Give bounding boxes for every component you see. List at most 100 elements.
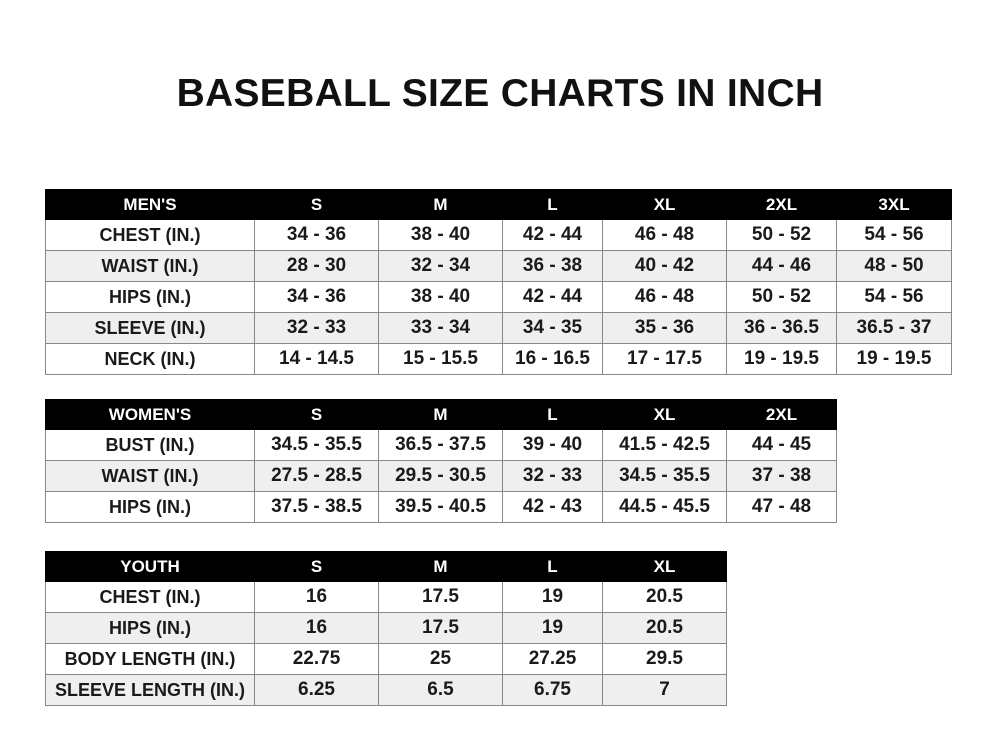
measurement-label: CHEST (IN.)	[45, 581, 255, 613]
measurement-label: BODY LENGTH (IN.)	[45, 643, 255, 675]
size-value-cell: 17.5	[378, 612, 503, 644]
size-value-cell: 16	[254, 612, 379, 644]
table-row: WAIST (IN.) 27.5 - 28.5 29.5 - 30.5 32 - 33…	[45, 460, 837, 492]
page-title: BASEBALL SIZE CHARTS IN INCH	[176, 72, 824, 115]
size-value-cell: 47 - 48	[726, 491, 837, 523]
size-value-cell: 38 - 40	[378, 281, 503, 313]
measurement-label: HIPS (IN.)	[45, 491, 255, 523]
size-value-cell: 15 - 15.5	[378, 343, 503, 375]
measurement-label: HIPS (IN.)	[45, 612, 255, 644]
size-value-cell: 28 - 30	[254, 250, 379, 282]
measurement-label: CHEST (IN.)	[45, 219, 255, 251]
table-row: HIPS (IN.) 16 17.5 19 20.5	[45, 612, 727, 644]
measurement-label: NECK (IN.)	[45, 343, 255, 375]
measurement-label: BUST (IN.)	[45, 429, 255, 461]
size-value-cell: 42 - 44	[502, 281, 603, 313]
size-column-header: XL	[602, 551, 727, 582]
size-value-cell: 27.5 - 28.5	[254, 460, 379, 492]
table-header-row: WOMEN'S S M L XL 2XL	[45, 399, 837, 430]
size-value-cell: 19	[502, 581, 603, 613]
table-row: SLEEVE LENGTH (IN.) 6.25 6.5 6.75 7	[45, 674, 727, 706]
size-value-cell: 32 - 33	[254, 312, 379, 344]
size-value-cell: 44.5 - 45.5	[602, 491, 727, 523]
table-row: HIPS (IN.) 37.5 - 38.5 39.5 - 40.5 42 - 43 4…	[45, 491, 837, 523]
size-value-cell: 44 - 45	[726, 429, 837, 461]
size-value-cell: 16	[254, 581, 379, 613]
size-value-cell: 35 - 36	[602, 312, 727, 344]
size-value-cell: 29.5	[602, 643, 727, 675]
size-value-cell: 48 - 50	[836, 250, 952, 282]
size-value-cell: 19	[502, 612, 603, 644]
size-value-cell: 25	[378, 643, 503, 675]
table-row: HIPS (IN.) 34 - 36 38 - 40 42 - 44 46 - 48 50…	[45, 281, 952, 313]
size-value-cell: 22.75	[254, 643, 379, 675]
size-value-cell: 41.5 - 42.5	[602, 429, 727, 461]
mens-size-table: MEN'S S M L XL 2XL 3XL CHEST (IN.) 34 - 36 38 - 4…	[45, 189, 952, 375]
table-row: BUST (IN.) 34.5 - 35.5 36.5 - 37.5 39 - 40 4…	[45, 429, 837, 461]
table-row: BODY LENGTH (IN.) 22.75 25 27.25 29.5	[45, 643, 727, 675]
size-value-cell: 20.5	[602, 581, 727, 613]
size-value-cell: 34.5 - 35.5	[602, 460, 727, 492]
size-value-cell: 54 - 56	[836, 281, 952, 313]
size-value-cell: 34.5 - 35.5	[254, 429, 379, 461]
size-column-header: L	[502, 399, 603, 430]
size-column-header: 2XL	[726, 399, 837, 430]
size-value-cell: 50 - 52	[726, 281, 837, 313]
size-value-cell: 19 - 19.5	[726, 343, 837, 375]
size-value-cell: 36.5 - 37.5	[378, 429, 503, 461]
size-column-header: M	[378, 551, 503, 582]
table-row: WAIST (IN.) 28 - 30 32 - 34 36 - 38 40 - 42 4…	[45, 250, 952, 282]
size-value-cell: 17.5	[378, 581, 503, 613]
size-value-cell: 39 - 40	[502, 429, 603, 461]
size-value-cell: 50 - 52	[726, 219, 837, 251]
womens-size-table: WOMEN'S S M L XL 2XL BUST (IN.) 34.5 - 35.5 36.5…	[45, 399, 837, 523]
size-column-header: S	[254, 189, 379, 220]
size-column-header: XL	[602, 189, 727, 220]
table-category-header: WOMEN'S	[45, 399, 255, 430]
size-column-header: L	[502, 189, 603, 220]
size-value-cell: 7	[602, 674, 727, 706]
size-value-cell: 46 - 48	[602, 281, 727, 313]
size-column-header: XL	[602, 399, 727, 430]
measurement-label: HIPS (IN.)	[45, 281, 255, 313]
size-value-cell: 34 - 36	[254, 281, 379, 313]
measurement-label: WAIST (IN.)	[45, 250, 255, 282]
size-value-cell: 36.5 - 37	[836, 312, 952, 344]
table-header-row: YOUTH S M L XL	[45, 551, 727, 582]
measurement-label: SLEEVE LENGTH (IN.)	[45, 674, 255, 706]
size-column-header: M	[378, 399, 503, 430]
size-value-cell: 17 - 17.5	[602, 343, 727, 375]
size-column-header: S	[254, 551, 379, 582]
size-column-header: L	[502, 551, 603, 582]
size-value-cell: 16 - 16.5	[502, 343, 603, 375]
size-value-cell: 54 - 56	[836, 219, 952, 251]
size-value-cell: 32 - 33	[502, 460, 603, 492]
size-column-header: M	[378, 189, 503, 220]
size-value-cell: 32 - 34	[378, 250, 503, 282]
size-value-cell: 34 - 35	[502, 312, 603, 344]
size-value-cell: 36 - 36.5	[726, 312, 837, 344]
size-column-header: 2XL	[726, 189, 837, 220]
measurement-label: WAIST (IN.)	[45, 460, 255, 492]
size-value-cell: 38 - 40	[378, 219, 503, 251]
size-value-cell: 33 - 34	[378, 312, 503, 344]
size-value-cell: 42 - 44	[502, 219, 603, 251]
size-value-cell: 46 - 48	[602, 219, 727, 251]
size-value-cell: 6.5	[378, 674, 503, 706]
size-value-cell: 40 - 42	[602, 250, 727, 282]
size-value-cell: 19 - 19.5	[836, 343, 952, 375]
size-value-cell: 29.5 - 30.5	[378, 460, 503, 492]
size-value-cell: 39.5 - 40.5	[378, 491, 503, 523]
table-row: CHEST (IN.) 34 - 36 38 - 40 42 - 44 46 - 48 5…	[45, 219, 952, 251]
table-row: CHEST (IN.) 16 17.5 19 20.5	[45, 581, 727, 613]
size-value-cell: 14 - 14.5	[254, 343, 379, 375]
table-category-header: MEN'S	[45, 189, 255, 220]
size-column-header: S	[254, 399, 379, 430]
table-header-row: MEN'S S M L XL 2XL 3XL	[45, 189, 952, 220]
size-value-cell: 37.5 - 38.5	[254, 491, 379, 523]
measurement-label: SLEEVE (IN.)	[45, 312, 255, 344]
size-value-cell: 34 - 36	[254, 219, 379, 251]
size-column-header: 3XL	[836, 189, 952, 220]
table-row: NECK (IN.) 14 - 14.5 15 - 15.5 16 - 16.5 17 …	[45, 343, 952, 375]
size-value-cell: 6.75	[502, 674, 603, 706]
